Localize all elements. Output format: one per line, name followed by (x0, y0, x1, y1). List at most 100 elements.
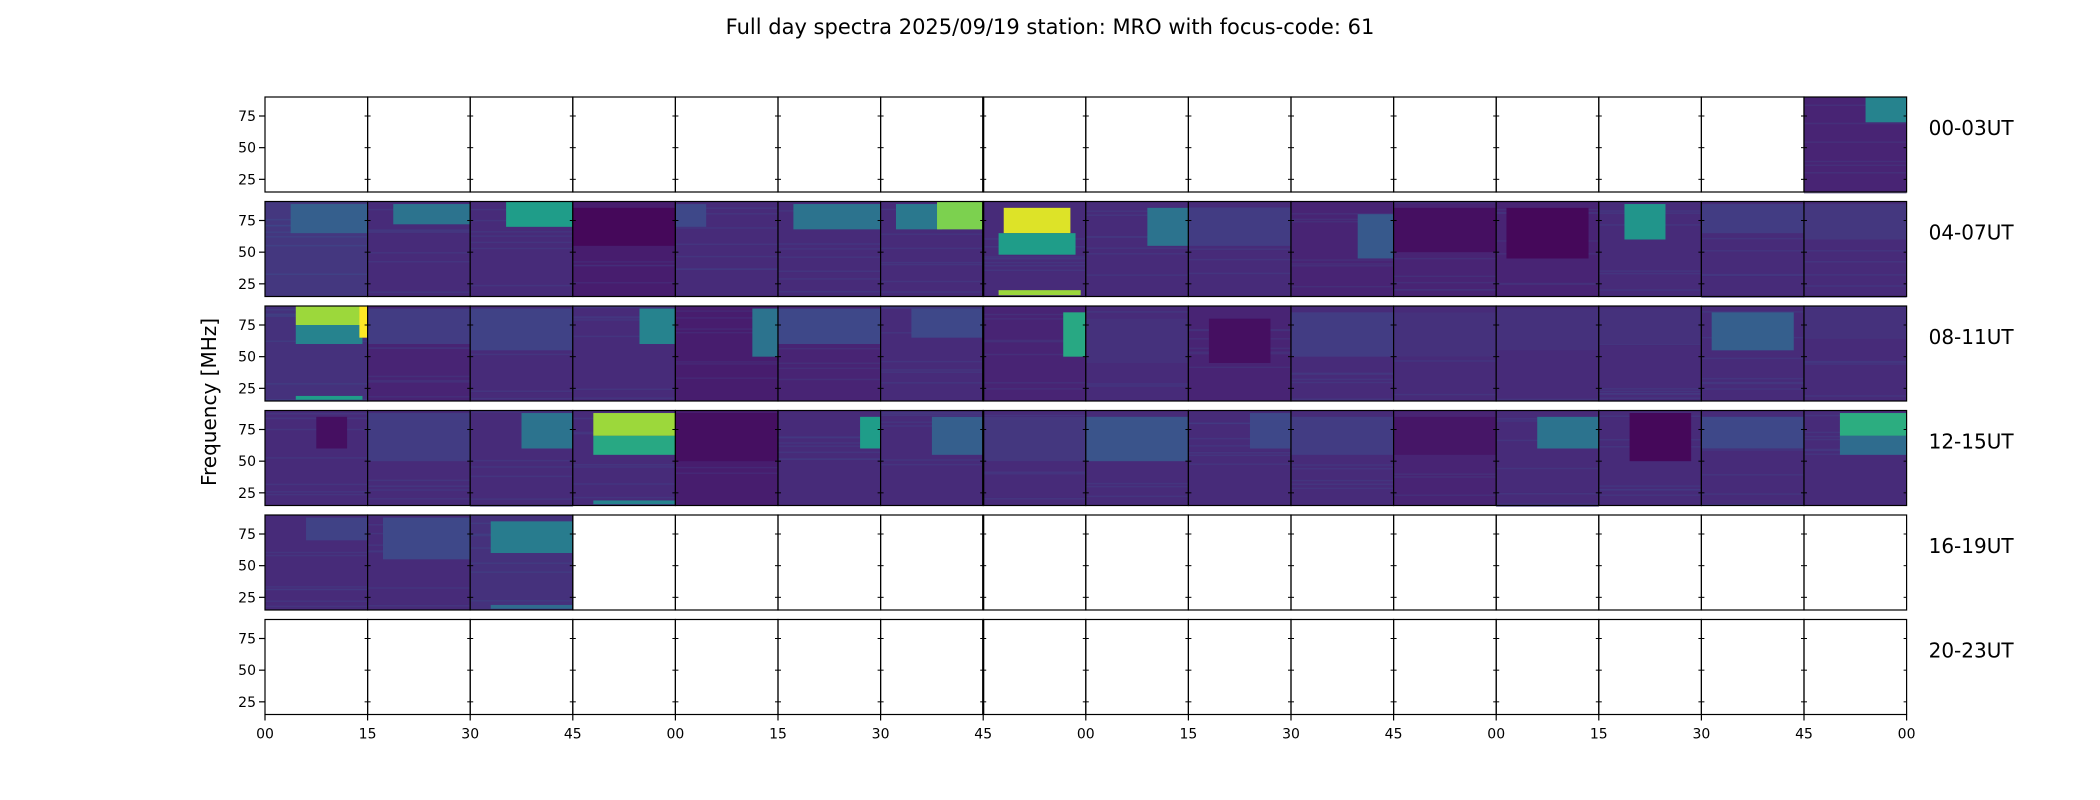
spectrum-panel (469, 409, 574, 507)
emission-region (295, 306, 363, 325)
panel-striation (1393, 281, 1497, 284)
panel-striation (1085, 383, 1189, 385)
panel-striation (470, 498, 573, 500)
spectrum-panel (264, 514, 369, 611)
panel-striation (1291, 464, 1394, 466)
spectrum-panel-empty (1187, 618, 1292, 716)
panel-striation (1393, 473, 1497, 475)
panel-striation (1291, 218, 1394, 221)
panel-striation (1598, 289, 1702, 291)
spectrum-panel (674, 200, 779, 298)
panel-striation (1804, 191, 1907, 194)
emission-region (1804, 204, 1907, 240)
emission-region (675, 204, 707, 227)
spectrum-panel (982, 200, 1087, 298)
spectrum-panel (1085, 409, 1190, 507)
spectrum-panel (982, 409, 1087, 507)
panel-frame (1392, 96, 1497, 193)
y-tick-label: 25 (238, 486, 256, 502)
panel-striation (1188, 463, 1291, 465)
panel-striation (572, 397, 676, 399)
emission-region (572, 207, 676, 246)
spectra-row: 25 50 75 00-03UT (238, 96, 2015, 194)
panel-frame (1392, 618, 1497, 716)
spectrum-panel (1392, 409, 1497, 507)
panel-striation (1085, 495, 1189, 498)
panel-frame (572, 618, 676, 716)
panel-striation (367, 379, 471, 382)
spectrum-panel-empty (1187, 96, 1292, 193)
emission-region (593, 435, 676, 455)
panel-striation (983, 353, 1086, 356)
row-label: 20-23UT (1929, 639, 2015, 663)
spectrum-panel-empty (572, 514, 676, 611)
panel-striation (572, 464, 676, 466)
panel-striation (675, 377, 778, 379)
panel-striation (367, 347, 471, 349)
spectrum-panel (1598, 305, 1703, 402)
x-tick-label: 45 (974, 727, 992, 743)
panel-striation (470, 241, 573, 244)
spectrum-panel (367, 200, 471, 298)
panel-striation (1598, 270, 1702, 272)
x-tick-label: 45 (1795, 727, 1813, 743)
panel-striation (983, 382, 1086, 384)
panel-striation (1496, 492, 1599, 495)
emission-region (295, 325, 363, 344)
emission-region (1496, 308, 1599, 351)
spectrum-panel (879, 200, 984, 298)
y-tick-label: 25 (238, 172, 256, 188)
panel-striation (1701, 237, 1804, 240)
panel-striation (470, 411, 573, 413)
panel-striation (1598, 388, 1702, 390)
spectrum-panel (674, 305, 779, 402)
spectrum-panel-empty (264, 618, 369, 716)
spectrum-panel-empty (982, 514, 1087, 611)
spectrum-panel (469, 305, 574, 402)
panel-striation (572, 282, 676, 284)
spectrum-panel (1598, 200, 1703, 298)
panel-striation (1598, 343, 1702, 346)
emission-region (470, 308, 573, 351)
spectra-row: 25 50 75 16-19UT (238, 514, 2014, 611)
spectrum-panel (1803, 409, 1908, 507)
panel-frame (572, 96, 676, 193)
panel-striation (265, 600, 368, 602)
panel-striation (778, 378, 881, 381)
emission-region (778, 308, 881, 344)
panel-striation (572, 335, 676, 338)
spectrum-panel (1803, 96, 1908, 194)
spectrum-panel-empty (1187, 514, 1292, 611)
panel-frame (777, 618, 882, 716)
y-tick-label: 25 (238, 277, 256, 293)
row-label: 00-03UT (1929, 116, 2015, 140)
emission-region (367, 308, 471, 344)
x-tick-label: 00 (256, 727, 274, 743)
spectrum-panel-empty (1598, 618, 1703, 716)
spectrum-panel-empty (777, 96, 882, 193)
panel-striation (675, 310, 778, 312)
panel-striation (572, 306, 676, 309)
panel-striation (265, 399, 368, 401)
panel-striation (1291, 381, 1394, 384)
panel-frame (1290, 514, 1395, 611)
spectrum-panel (1495, 200, 1600, 298)
panel-striation (367, 485, 471, 488)
panel-striation (470, 466, 573, 468)
panel-striation (1291, 213, 1394, 215)
x-tick-label: 15 (359, 727, 377, 743)
panel-striation (1085, 214, 1189, 217)
panel-striation (265, 236, 368, 238)
emission-region (1147, 207, 1189, 246)
emission-region (1701, 416, 1804, 449)
panel-striation (470, 600, 573, 602)
panel-frame (1803, 618, 1908, 716)
panel-frame (982, 514, 1087, 611)
panel-striation (778, 347, 881, 350)
panel-frame (1085, 514, 1190, 611)
panel-striation (880, 382, 984, 384)
panel-striation (1804, 363, 1907, 365)
panel-frame (1495, 96, 1600, 193)
panel-striation (470, 459, 573, 462)
x-tick-label: 00 (1487, 727, 1505, 743)
